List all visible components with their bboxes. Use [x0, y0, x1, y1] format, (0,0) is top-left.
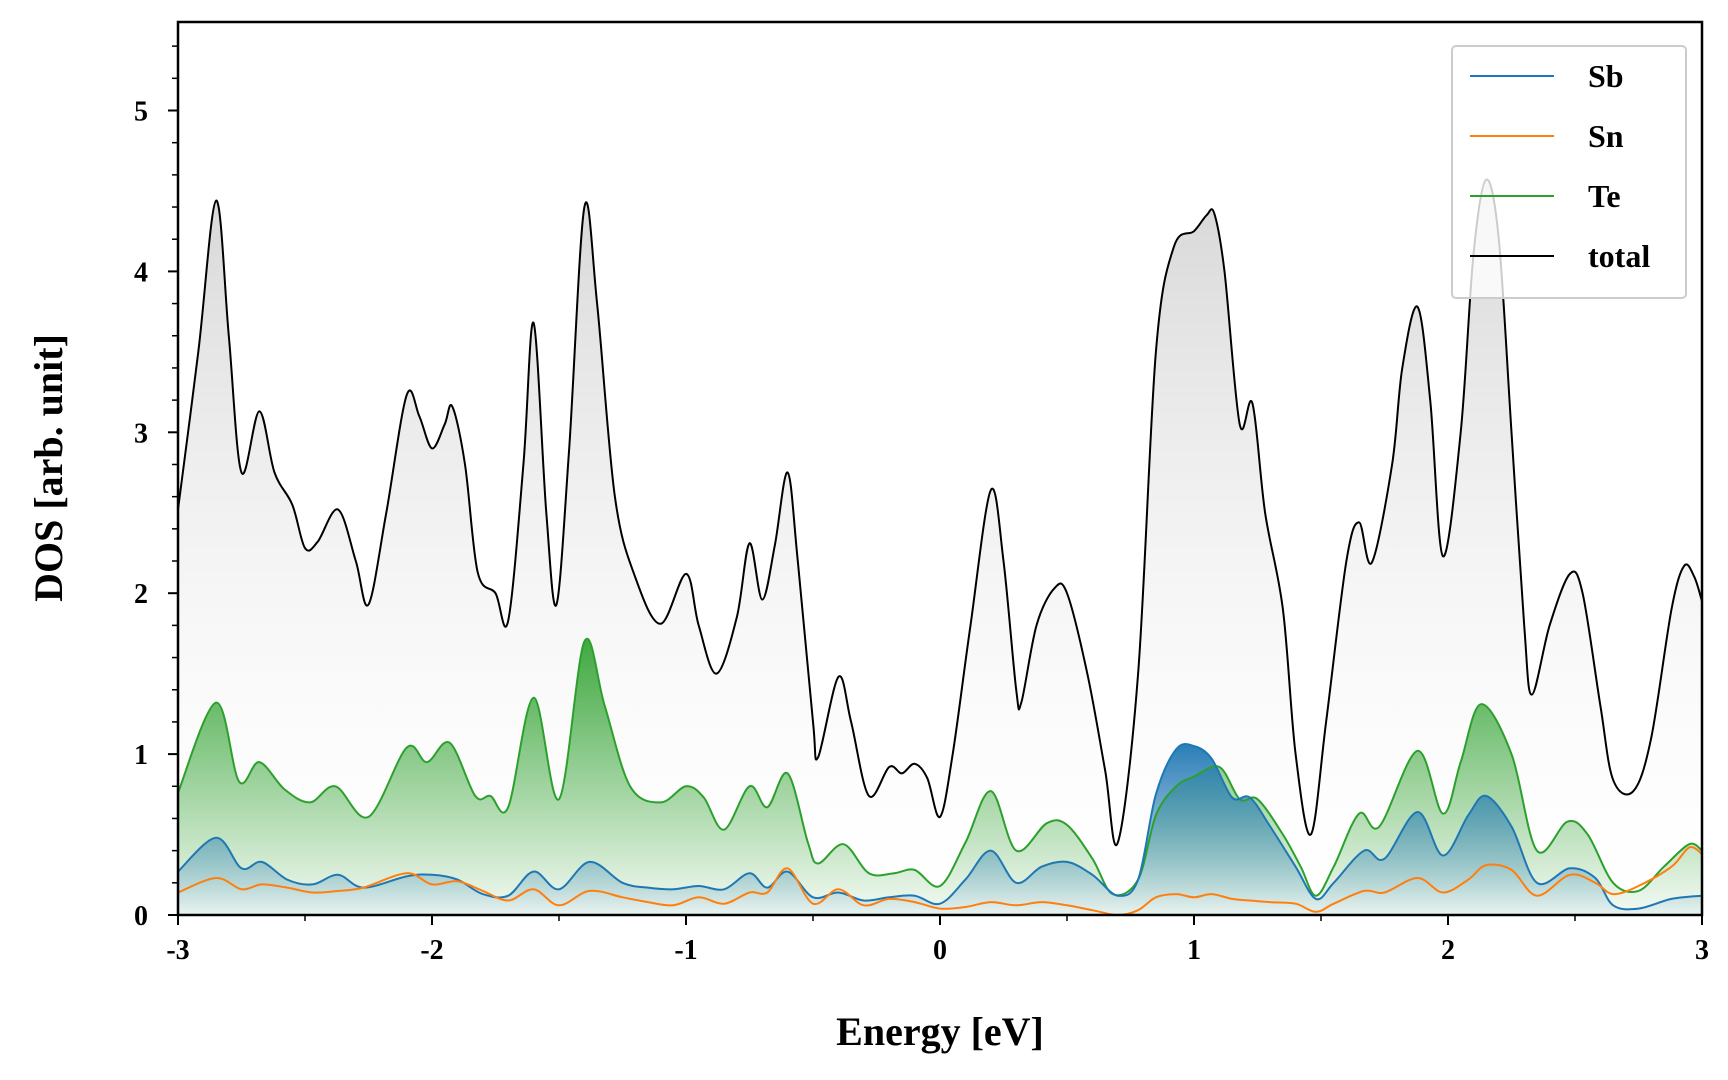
legend-label-total: total [1588, 238, 1650, 274]
x-tick-label: 2 [1441, 935, 1455, 966]
x-tick-label: -2 [420, 935, 443, 966]
legend: Sb Sn Te total [1451, 45, 1687, 299]
x-axis-title: Energy [eV] [836, 1009, 1044, 1054]
x-tick-label: -3 [166, 935, 189, 966]
y-tick-label: 3 [134, 418, 148, 449]
y-tick-label: 0 [134, 901, 148, 932]
y-axis-title: DOS [arb. unit] [26, 334, 71, 602]
y-tick-label: 2 [134, 579, 148, 610]
series-line-sn [178, 846, 1702, 915]
series-fill-sb [178, 744, 1702, 915]
legend-label-te: Te [1588, 178, 1621, 214]
y-tick-label: 1 [134, 740, 148, 771]
x-tick-label: -1 [674, 935, 697, 966]
x-tick-label: 0 [933, 935, 947, 966]
x-tick-label: 1 [1187, 935, 1201, 966]
legend-label-sb: Sb [1588, 58, 1624, 94]
y-tick-label: 5 [134, 96, 148, 127]
y-tick-label: 4 [134, 257, 148, 288]
series-fill-te [178, 638, 1702, 915]
series-fill-total [178, 179, 1702, 915]
series-line-te [178, 637, 1702, 897]
legend-label-sn: Sn [1588, 118, 1624, 154]
x-tick-label: 3 [1695, 935, 1709, 966]
legend-box [1451, 45, 1687, 299]
series-line-total [178, 178, 1702, 847]
